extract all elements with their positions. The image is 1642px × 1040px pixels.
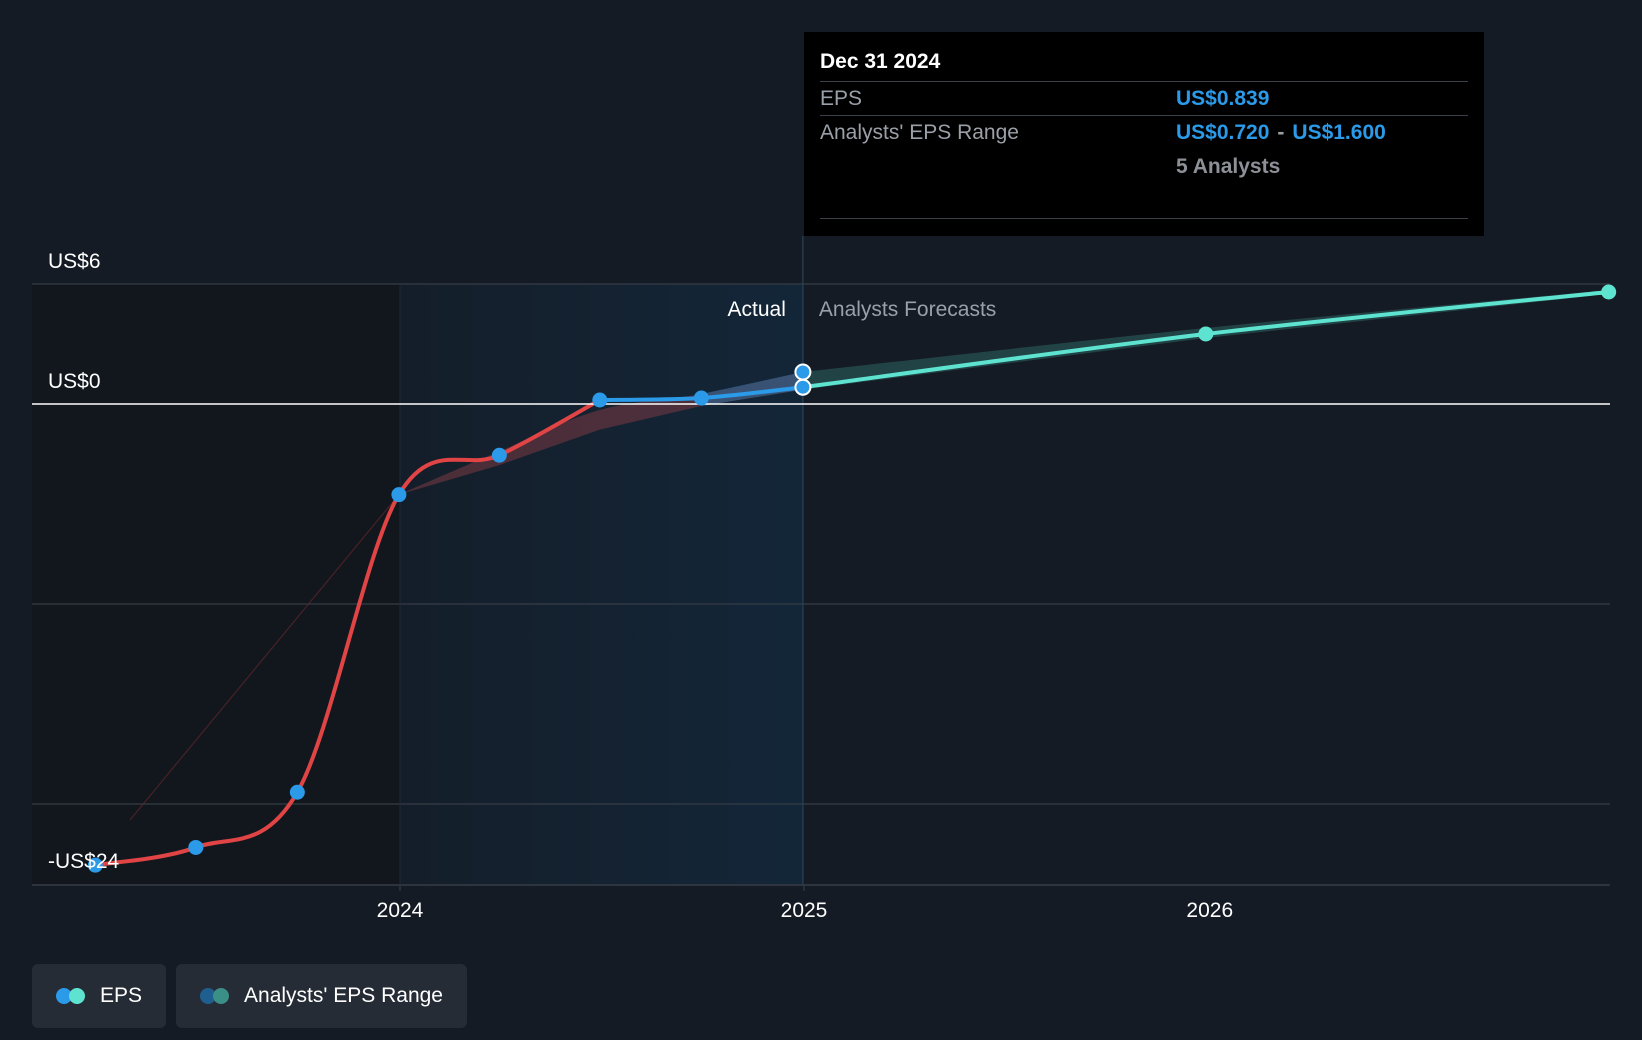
x-tick-2025: 2025 [781, 899, 828, 922]
tooltip-analysts-spacer [820, 150, 1176, 184]
eps-point[interactable] [592, 392, 608, 408]
legend-range-swatch-icon [200, 988, 230, 1004]
legend-eps-swatch-icon [56, 988, 86, 1004]
x-axis-labels: 2024 2025 2026 [377, 899, 1234, 922]
tooltip-eps-value: US$0.839 [1176, 87, 1270, 110]
chart-legend: EPS Analysts' EPS Range [32, 964, 467, 1028]
y-label-bottom: -US$24 [48, 850, 120, 873]
actual-region-label: Actual [728, 298, 786, 321]
y-label-zero: US$0 [48, 370, 101, 393]
x-tick-2024: 2024 [377, 899, 424, 922]
tooltip-eps-row: EPS US$0.839 [820, 82, 1468, 116]
eps-point[interactable] [391, 487, 407, 503]
eps-point[interactable] [87, 857, 103, 873]
tooltip-range-high: US$1.600 [1292, 121, 1386, 144]
y-axis-labels: US$6 US$0 -US$24 [48, 250, 120, 873]
tooltip-divider [820, 218, 1468, 219]
eps-point[interactable] [289, 784, 305, 800]
eps-forecast-point[interactable] [1601, 284, 1617, 300]
tooltip-range-separator: - [1277, 121, 1285, 144]
legend-eps-button[interactable]: EPS [32, 964, 167, 1028]
legend-eps-label: EPS [100, 984, 143, 1007]
eps-point[interactable] [794, 378, 812, 396]
past-region-shade [32, 284, 400, 885]
eps-point[interactable] [693, 390, 709, 406]
eps-range-band-forecast [802, 290, 1609, 390]
tooltip-date: Dec 31 2024 [820, 32, 1468, 82]
legend-range-label: Analysts' EPS Range [244, 984, 443, 1007]
eps-point[interactable] [188, 839, 204, 855]
forecast-region-label: Analysts Forecasts [819, 298, 996, 321]
eps-forecast-point[interactable] [1198, 326, 1214, 342]
eps-tooltip: Dec 31 2024 EPS US$0.839 Analysts' EPS R… [804, 32, 1484, 236]
actual-region-shade [400, 284, 803, 885]
estimate-trend-line [129, 494, 400, 821]
legend-range-button[interactable]: Analysts' EPS Range [176, 964, 467, 1028]
tooltip-analysts-row: 5 Analysts [820, 150, 1468, 184]
tooltip-range-low: US$0.720 [1176, 121, 1270, 144]
eps-point[interactable] [491, 447, 507, 463]
eps-range-high-point[interactable] [794, 363, 812, 381]
tooltip-analysts-count: 5 Analysts [1176, 155, 1281, 178]
x-tick-2026: 2026 [1186, 899, 1233, 922]
y-label-top: US$6 [48, 250, 101, 273]
tooltip-range-label: Analysts' EPS Range [820, 121, 1019, 144]
grid-lines [32, 283, 1610, 891]
chart-marks [32, 284, 1617, 873]
tooltip-range-row: Analysts' EPS Range US$0.720 - US$1.600 [820, 116, 1468, 150]
tooltip-eps-label: EPS [820, 87, 863, 110]
